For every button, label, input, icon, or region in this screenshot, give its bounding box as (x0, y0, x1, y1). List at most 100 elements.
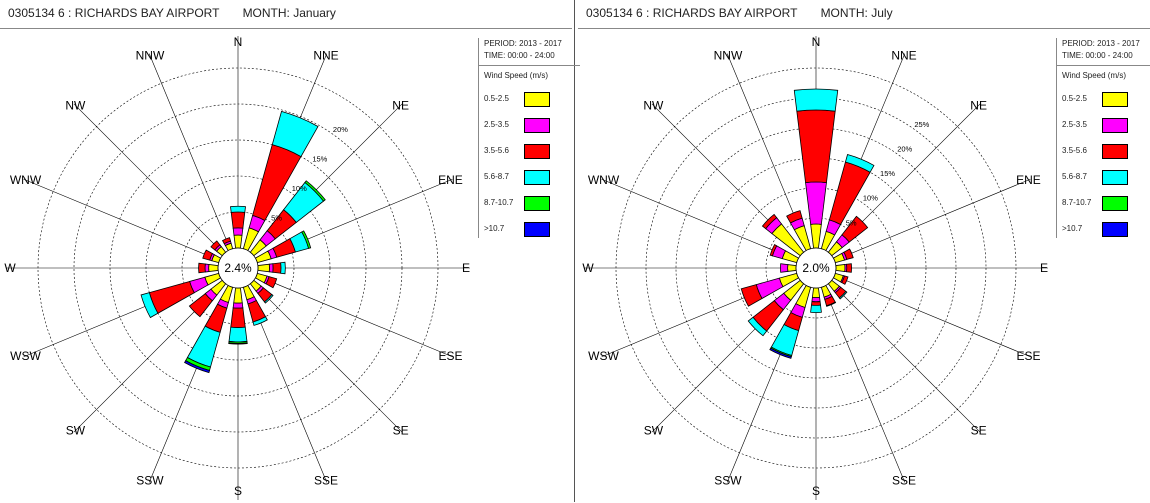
ring-label: 20% (897, 145, 912, 154)
wind-bar-segment-w (204, 263, 210, 273)
wind-bar-segment-w (208, 263, 219, 273)
wind-bar-segment-n (796, 109, 836, 184)
direction-spoke (148, 53, 239, 269)
wind-bar-segment-n (230, 211, 246, 229)
plot-frame (0, 28, 572, 503)
legend-swatch (1102, 221, 1128, 237)
wind-bar-segment-nw (761, 213, 778, 230)
wind-bar-segment-s (228, 326, 248, 343)
wind-bar-segment-ne (841, 215, 869, 243)
legend-swatch (524, 221, 550, 237)
direction-label-ne: NE (970, 98, 987, 112)
wind-bar-segment-sw (747, 316, 768, 337)
direction-label-nnw: NNW (714, 49, 743, 63)
legend-label: 0.5-2.5 (484, 94, 509, 103)
legend-item: 0.5-2.5 (1062, 90, 1150, 108)
plot-frame (578, 28, 1150, 503)
ring-label: 10% (863, 194, 878, 203)
legend-swatch (524, 91, 550, 107)
wind-bar-segment-e (268, 263, 274, 273)
direction-label-nne: NNE (891, 49, 916, 63)
legend-label: 3.5-5.6 (484, 146, 509, 155)
legend-swatch (524, 117, 550, 133)
ring-label: 15% (880, 169, 895, 178)
legend-label: 3.5-5.6 (1062, 146, 1087, 155)
legend-label: 8.7-10.7 (484, 198, 514, 207)
ring-label: 5% (271, 213, 282, 222)
wind-bar-segment-e (257, 263, 270, 273)
legend-label: 5.6-8.7 (1062, 172, 1087, 181)
legend-item: 5.6-8.7 (484, 168, 580, 186)
direction-label-ese: ESE (1016, 349, 1040, 363)
wind-bar-segment-wsw (140, 292, 159, 319)
direction-label-n: N (234, 35, 243, 49)
wind-bar-segment-w (779, 263, 789, 273)
wind-bar-segment-ese (841, 275, 849, 285)
direction-label-nne: NNE (313, 49, 338, 63)
wind-bar-segment-ene (843, 248, 854, 260)
month-label: MONTH: January (242, 6, 336, 20)
legend-item: 8.7-10.7 (1062, 194, 1150, 212)
wind-bar-segment-e (272, 262, 282, 274)
legend-panel: PERIOD: 2013 - 2017 TIME: 00:00 - 24:00 … (478, 38, 580, 238)
wind-bar-segment-n (232, 227, 244, 236)
legend-item: 3.5-5.6 (484, 142, 580, 160)
period-label: PERIOD: 2013 - 2017 (484, 39, 562, 48)
legend-label: >10.7 (484, 224, 505, 233)
wind-bar-segment-s (233, 287, 243, 304)
calm-circle (217, 247, 259, 289)
wind-bar-segment-se (263, 293, 274, 304)
wind-bar-segment-wnw (202, 249, 213, 261)
ring-label: 5% (846, 218, 857, 227)
legend-panel: PERIOD: 2013 - 2017 TIME: 00:00 - 24:00 … (1056, 38, 1150, 238)
panel-divider (574, 0, 575, 502)
month-label: MONTH: July (820, 6, 893, 20)
legend-list: 0.5-2.5 2.5-3.5 3.5-5.6 5.6-8.7 8.7-10.7… (484, 90, 580, 238)
station-title: 0305134 6 : RICHARDS BAY AIRPORT (586, 6, 798, 20)
period-label: PERIOD: 2013 - 2017 (1062, 39, 1140, 48)
wind-bar-segment-nne (271, 110, 319, 158)
legend-title: Wind Speed (m/s) (484, 71, 549, 80)
legend-item: >10.7 (484, 220, 580, 238)
legend-item: 8.7-10.7 (484, 194, 580, 212)
legend-swatch (524, 195, 550, 211)
direction-label-wnw: WNW (588, 173, 620, 187)
legend-label: 8.7-10.7 (1062, 198, 1092, 207)
legend-list: 0.5-2.5 2.5-3.5 3.5-5.6 5.6-8.7 8.7-10.7… (1062, 90, 1150, 238)
legend-item: 2.5-3.5 (1062, 116, 1150, 134)
direction-label-sse: SSE (314, 473, 338, 487)
direction-spoke (815, 267, 1031, 358)
wind-bar-segment-wsw (740, 284, 763, 307)
wind-bar-segment-e (846, 263, 853, 273)
wind-bar-segment-sw (188, 293, 213, 318)
direction-label-nw: NW (65, 98, 86, 112)
wind-bar-segment-sse (825, 301, 837, 307)
direction-label-ese: ESE (438, 349, 462, 363)
wind-bar-segment-s (811, 287, 821, 298)
direction-label-e: E (1040, 261, 1048, 275)
wind-bar-segment-se (838, 290, 848, 300)
direction-label-w: W (4, 261, 16, 275)
calm-percent: 2.4% (224, 261, 252, 275)
calm-percent: 2.0% (802, 261, 830, 275)
legend-label: >10.7 (1062, 224, 1083, 233)
legend-swatch (524, 169, 550, 185)
legend-swatch (1102, 117, 1128, 133)
wind-bar-segment-n (793, 88, 839, 112)
wind-bar-segment-s (811, 296, 821, 303)
legend-label: 2.5-3.5 (484, 120, 509, 129)
direction-label-ssw: SSW (714, 473, 742, 487)
legend-swatch (524, 143, 550, 159)
direction-label-se: SE (393, 424, 409, 438)
chart-title: 0305134 6 : RICHARDS BAY AIRPORT MONTH: … (586, 6, 893, 20)
wind-bar-segment-ese (265, 276, 278, 289)
wind-bar-segment-ssw (184, 360, 211, 374)
wind-bar-segment-nw (210, 240, 221, 251)
chart-title: 0305134 6 : RICHARDS BAY AIRPORT MONTH: … (8, 6, 336, 20)
ring-label: 15% (312, 154, 327, 163)
direction-label-n: N (812, 35, 821, 49)
direction-label-sse: SSE (892, 473, 916, 487)
wind-bar-segment-nnw (221, 237, 232, 245)
legend-item: >10.7 (1062, 220, 1150, 238)
wind-bar-segment-n (230, 205, 246, 213)
